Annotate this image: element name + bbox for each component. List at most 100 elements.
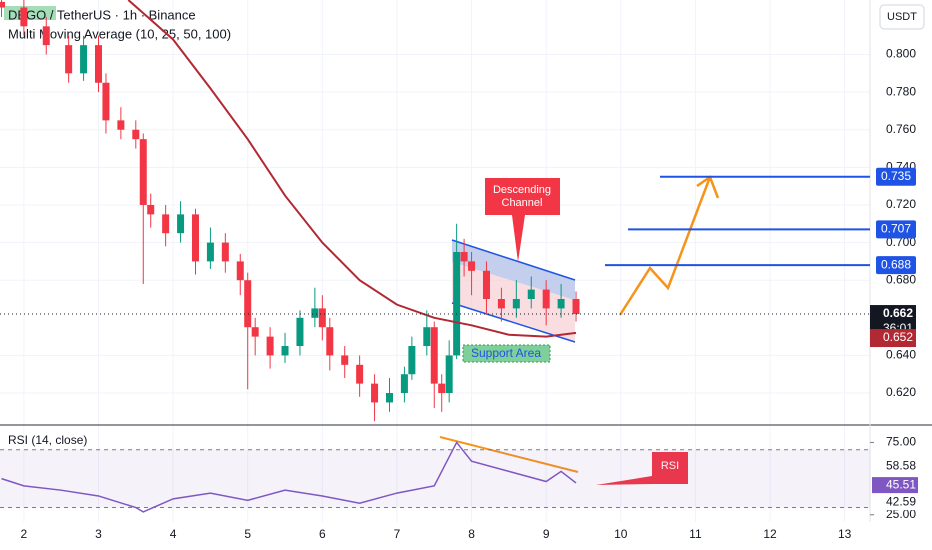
candle-body	[266, 336, 274, 356]
x-tick-label: 4	[170, 527, 177, 541]
annotation: Descending	[493, 184, 551, 196]
last-price-label: 0.662	[883, 306, 913, 320]
rsi-marker-tag	[872, 477, 918, 494]
rsi-marker-label: 42.59	[886, 494, 916, 508]
x-tick-label: 13	[838, 527, 852, 541]
candle-body	[251, 327, 259, 337]
plot	[0, 0, 870, 522]
candle-body	[371, 383, 379, 403]
candle-body	[542, 289, 550, 309]
x-tick-label: 7	[394, 527, 401, 541]
y-tick-label: 0.720	[886, 197, 916, 211]
candle-body	[400, 374, 408, 394]
candle-body	[132, 129, 140, 140]
level-label: 0.707	[881, 222, 911, 236]
x-tick-label: 10	[614, 527, 628, 541]
level-tag	[876, 256, 916, 275]
projection-arrow	[618, 176, 712, 316]
candle-body	[356, 364, 364, 384]
rsi-line	[1, 441, 577, 513]
candle-body	[326, 327, 334, 356]
candle-body	[117, 120, 125, 130]
candle-body	[296, 317, 304, 347]
currency-box	[879, 4, 925, 30]
candle-body	[244, 280, 252, 328]
candle-body	[557, 299, 565, 309]
candle-body	[497, 299, 505, 309]
channel-line	[451, 239, 576, 281]
level-tag	[876, 220, 916, 239]
rsi-marker-label: 45.51	[886, 477, 916, 491]
candle-body	[423, 327, 431, 347]
candle-body	[102, 82, 110, 121]
candle-body	[445, 355, 453, 394]
annotation: RSI	[661, 460, 679, 472]
candle-body	[139, 139, 147, 205]
candle-body	[318, 308, 326, 328]
x-tick-label: 3	[95, 527, 102, 541]
candle-body	[20, 7, 28, 27]
candle-body	[438, 383, 446, 394]
currency: USDT	[887, 11, 917, 23]
candle-body	[177, 214, 185, 234]
rsi-tick-label: 25.00	[886, 507, 916, 521]
x-tick-label: 11	[689, 527, 702, 541]
level-label: 0.688	[881, 257, 911, 271]
y-tick-label: 0.780	[886, 84, 916, 98]
candle-body	[512, 299, 520, 309]
candle-body	[408, 346, 416, 375]
y-tick-label: 0.800	[886, 47, 916, 61]
rsi-tick-label: 75.00	[886, 435, 916, 449]
candle-body	[281, 346, 289, 356]
candle-body	[311, 308, 319, 318]
annotation: Support Area	[471, 346, 541, 360]
rsi-trendline	[439, 436, 579, 473]
annotation: Channel	[502, 197, 543, 209]
x-tick-label: 8	[468, 527, 475, 541]
candle-body	[80, 45, 88, 74]
candle-body	[236, 261, 244, 281]
y-tick-label: 0.640	[886, 348, 916, 362]
x-tick-label: 12	[763, 527, 777, 541]
chart-title: DEGO / TetherUS · 1h · Binance	[8, 7, 196, 22]
y-tick-label: 0.760	[886, 122, 916, 136]
candle-body	[572, 299, 580, 315]
candle-body	[341, 355, 349, 365]
y-tick-label: 0.680	[886, 272, 916, 286]
channel-callout	[485, 178, 560, 262]
rsi-marker-tag	[872, 494, 918, 511]
rsi-marker-label: 58.58	[886, 458, 916, 472]
y-tick-label: 0.620	[886, 385, 916, 399]
candle-body	[162, 214, 170, 234]
x-tick-label: 5	[244, 527, 251, 541]
candle-body	[221, 242, 229, 262]
candle-body	[42, 26, 50, 46]
channel-upper	[452, 240, 575, 300]
candle-body	[430, 327, 438, 384]
candle-body	[460, 251, 468, 262]
title-highlight	[4, 6, 56, 20]
support-box	[462, 344, 551, 363]
candle-body	[385, 393, 393, 403]
candle-body	[468, 261, 476, 271]
rsi-band	[0, 449, 870, 508]
candle-body	[206, 242, 214, 262]
candle-body	[527, 289, 535, 300]
candle-body	[147, 204, 155, 215]
moving-average	[127, 0, 577, 338]
x-tick-label: 2	[21, 527, 28, 541]
x-tick-label: 6	[319, 527, 326, 541]
ma-tag	[870, 329, 916, 348]
candle-body	[94, 45, 102, 83]
x-tick-label: 9	[543, 527, 550, 541]
rsi-marker-tag	[872, 458, 918, 475]
level-tag	[876, 167, 916, 186]
rsi-callout	[596, 452, 688, 485]
candle-body	[65, 45, 73, 74]
candle-body	[453, 251, 461, 356]
candle-body	[482, 270, 490, 300]
subtitle: Multi Moving Average (10, 25, 50, 100)	[8, 26, 231, 41]
candle-body	[191, 214, 199, 262]
candle-body	[0, 1, 5, 8]
